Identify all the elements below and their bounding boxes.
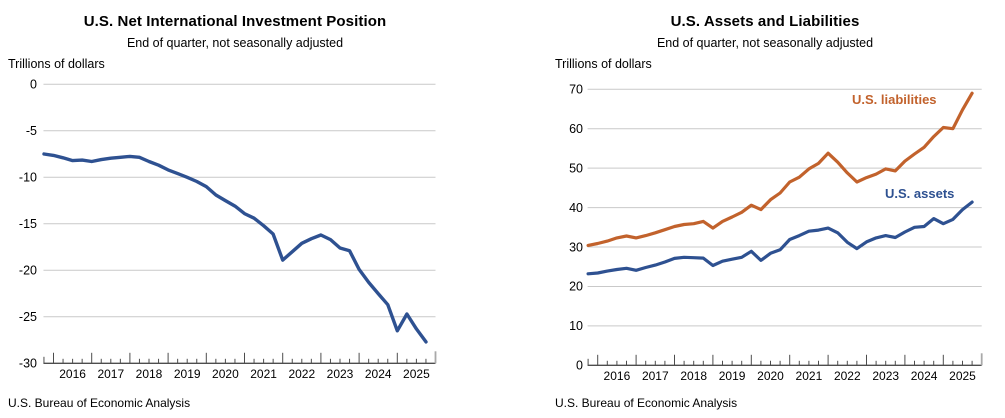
y-axis-tick-labels: 70 60 50 40 30 20 10 0 (569, 83, 583, 373)
svg-text:2020: 2020 (212, 367, 239, 381)
svg-text:-5: -5 (26, 124, 37, 138)
svg-text:2025: 2025 (949, 369, 976, 383)
svg-text:20: 20 (569, 280, 583, 294)
svg-text:0: 0 (576, 359, 583, 373)
svg-text:2024: 2024 (911, 369, 938, 383)
y-axis-tick-labels: 0 -5 -10 -15 -20 -25 -30 (19, 78, 37, 371)
assets-liabilities-chart-subtitle: End of quarter, not seasonally adjusted (656, 36, 874, 50)
net-iip-y-axis-unit-label: Trillions of dollars (8, 57, 105, 71)
svg-text:10: 10 (569, 319, 583, 333)
series-line-u-s-net-international-investment-position (42, 152, 428, 344)
assets-liabilities-chart-title: U.S. Assets and Liabilities (670, 13, 860, 30)
net-iip-source-note: U.S. Bureau of Economic Analysis (8, 396, 191, 410)
svg-text:2020: 2020 (757, 369, 784, 383)
x-axis-ticks (43, 351, 437, 364)
net-iip-chart: U.S. Net International Investment Positi… (0, 0, 500, 418)
svg-text:2021: 2021 (796, 369, 823, 383)
svg-text:50: 50 (569, 161, 583, 175)
svg-text:2023: 2023 (872, 369, 899, 383)
svg-text:2016: 2016 (59, 367, 86, 381)
gridlines (587, 88, 982, 366)
svg-text:-10: -10 (19, 171, 37, 185)
net-iip-chart-title: U.S. Net International Investment Positi… (83, 13, 387, 30)
svg-text:-20: -20 (19, 264, 37, 278)
assets-liabilities-chart: U.S. Assets and Liabilities End of quart… (500, 0, 1005, 418)
svg-text:2023: 2023 (327, 367, 354, 381)
svg-text:2019: 2019 (719, 369, 746, 383)
svg-text:2019: 2019 (174, 367, 201, 381)
assets-liabilities-y-axis-unit-label: Trillions of dollars (555, 57, 652, 71)
assets-liabilities-source-note: U.S. Bureau of Economic Analysis (555, 396, 738, 410)
svg-text:2021: 2021 (250, 367, 277, 381)
svg-text:70: 70 (569, 83, 583, 97)
series-line-u-s-liabilities (586, 91, 974, 247)
svg-text:2017: 2017 (642, 369, 669, 383)
svg-text:2016: 2016 (604, 369, 631, 383)
svg-text:2024: 2024 (365, 367, 392, 381)
x-axis-year-labels: 2016 2017 2018 2019 2020 2021 2022 2023 2024 2025 (59, 367, 430, 381)
svg-text:2018: 2018 (136, 367, 163, 381)
svg-text:40: 40 (569, 201, 583, 215)
gridlines (43, 83, 436, 364)
svg-text:0: 0 (30, 78, 37, 92)
svg-text:-30: -30 (19, 357, 37, 371)
series-line-u-s-assets (586, 200, 974, 276)
series-label-us-assets: U.S. assets (885, 186, 955, 201)
svg-text:2022: 2022 (834, 369, 861, 383)
svg-text:2017: 2017 (97, 367, 124, 381)
svg-text:30: 30 (569, 240, 583, 254)
svg-text:2022: 2022 (288, 367, 315, 381)
net-iip-chart-subtitle: End of quarter, not seasonally adjusted (126, 36, 344, 50)
x-axis-ticks (587, 353, 983, 366)
svg-text:-25: -25 (19, 310, 37, 324)
svg-text:60: 60 (569, 122, 583, 136)
series-label-us-liabilities: U.S. liabilities (852, 92, 937, 107)
svg-text:-15: -15 (19, 217, 37, 231)
svg-text:2025: 2025 (403, 367, 430, 381)
x-axis-year-labels: 2016 2017 2018 2019 2020 2021 2022 2023 2024 2025 (604, 369, 977, 383)
svg-text:2018: 2018 (680, 369, 707, 383)
